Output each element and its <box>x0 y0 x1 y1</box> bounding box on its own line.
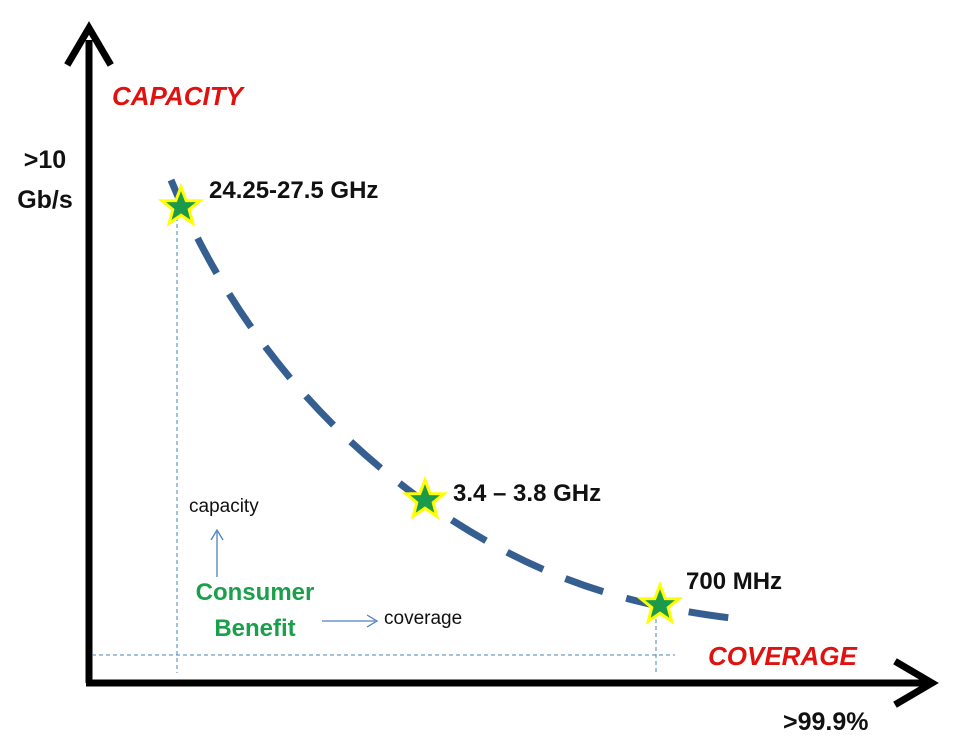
band-label-low: 700 MHz <box>686 568 783 595</box>
coverage-legend-label: coverage <box>384 608 463 629</box>
y-axis-max-line2: Gb/s <box>17 186 73 214</box>
arrow-icon <box>210 528 224 577</box>
consumer-benefit-line2: Benefit <box>214 615 296 642</box>
y-axis-title: CAPACITY <box>112 81 243 111</box>
y-axis-arrowhead <box>64 21 114 67</box>
consumer-benefit-line1: Consumer <box>195 579 315 606</box>
x-axis-max-label: >99.9% <box>783 708 869 736</box>
y-axis-max-label: >10 Gb/s <box>8 140 82 220</box>
star-icon <box>401 475 449 520</box>
capacity-legend-label: capacity <box>189 496 259 517</box>
capacity-coverage-curve <box>167 178 749 624</box>
x-axis-arrowhead <box>893 658 939 708</box>
band-label-mid: 3.4 – 3.8 GHz <box>453 480 602 507</box>
star-icon <box>157 182 205 227</box>
consumer-benefit-label: Consumer Benefit <box>184 575 326 647</box>
y-axis-max-line1: >10 <box>23 146 67 174</box>
star-icon <box>636 580 684 625</box>
x-axis-title: COVERAGE <box>708 641 857 671</box>
band-label-high: 24.25-27.5 GHz <box>209 177 379 204</box>
arrow-icon <box>322 614 379 628</box>
